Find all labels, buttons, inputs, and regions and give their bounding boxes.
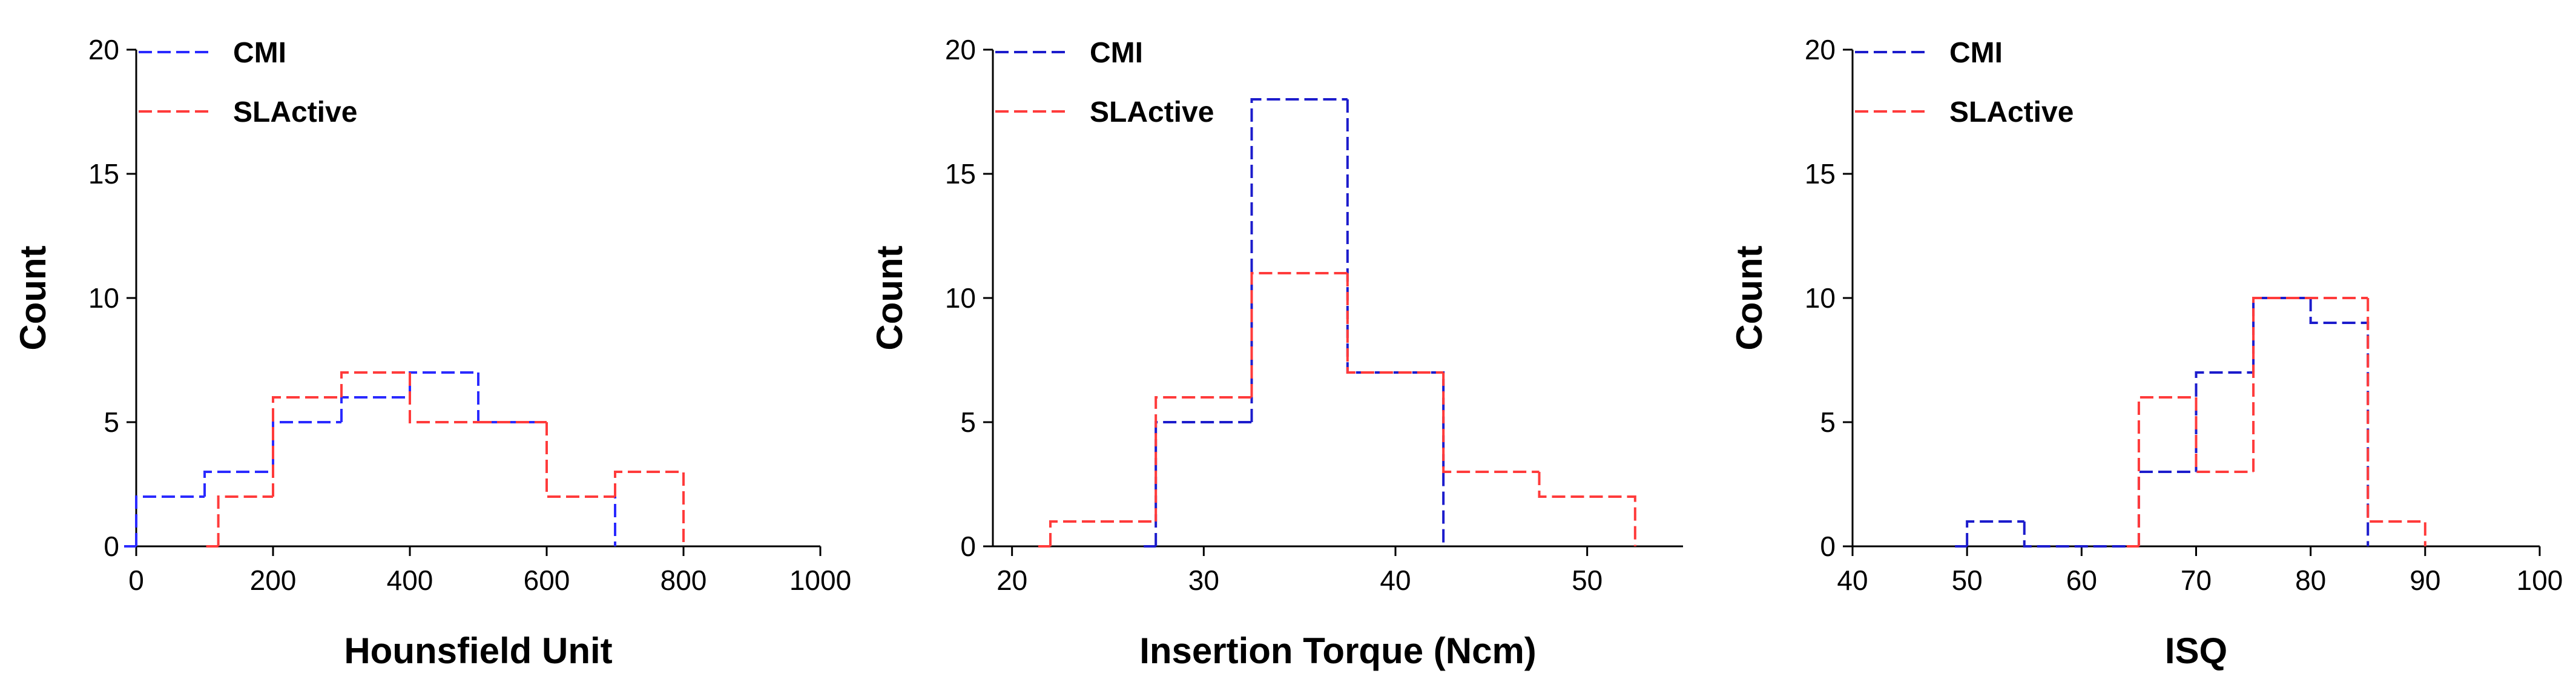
x-axis-label: Insertion Torque (Ncm) — [1139, 631, 1537, 671]
x-tick-label: 70 — [2181, 564, 2212, 596]
y-axis-label: Count — [1729, 245, 1770, 350]
histogram-bin-slactive — [614, 471, 685, 546]
y-tick-label: 5 — [1820, 406, 1836, 438]
legend-label-slactive: SLActive — [233, 96, 357, 128]
histogram-bin-slactive — [1442, 372, 1540, 473]
x-tick-label: 80 — [2295, 564, 2326, 596]
y-tick-label: 0 — [960, 531, 976, 562]
histogram-bin-cmi — [1250, 98, 1348, 422]
x-axis-label: ISQ — [2165, 631, 2227, 671]
histogram-bin-cmi — [272, 421, 341, 472]
histogram-bin-cmi — [409, 371, 478, 397]
series-slactive — [206, 371, 685, 548]
histogram-bin-cmi — [203, 471, 273, 497]
y-tick-label: 20 — [1805, 34, 1836, 65]
y-tick-label: 5 — [104, 406, 119, 438]
legend-label-cmi: CMI — [233, 37, 286, 69]
histogram-bin-slactive — [272, 396, 341, 497]
x-axis-label: Hounsfield Unit — [344, 631, 612, 671]
x-tick-label: 400 — [387, 564, 433, 596]
x-tick-label: 90 — [2410, 564, 2440, 596]
series-slactive — [1038, 272, 1636, 548]
histogram-bin-slactive — [2252, 297, 2368, 472]
histogram-bin-slactive — [2195, 397, 2254, 473]
histogram-bin-cmi — [477, 372, 547, 423]
series-cmi — [1955, 297, 2370, 548]
histogram-bin-slactive — [2137, 396, 2196, 546]
histogram-bin-cmi — [2137, 471, 2196, 546]
y-tick-label: 10 — [88, 282, 119, 314]
histogram-bin-slactive — [409, 372, 478, 423]
histogram-bin-slactive — [1250, 272, 1348, 397]
y-tick-label: 0 — [1820, 531, 1836, 562]
histogram-bin-cmi — [1346, 99, 1445, 546]
x-tick-label: 600 — [524, 564, 570, 596]
y-tick-label: 20 — [945, 34, 976, 65]
histogram-bin-cmi — [2023, 521, 2139, 548]
x-tick-label: 60 — [2066, 564, 2097, 596]
chart-panel-3: 0 5 10 15 20 40 50 60 70 80 90 100 ISQ Count CMI SLActi… — [1729, 34, 2563, 671]
y-tick-label: 15 — [945, 158, 976, 190]
histogram-bin-cmi — [1966, 520, 2024, 546]
histogram-bin-cmi — [2195, 371, 2254, 472]
x-tick-label: 100 — [2517, 564, 2563, 596]
x-tick-label: 30 — [1188, 564, 1219, 596]
histogram-bin-slactive — [340, 371, 410, 397]
y-tick-label: 10 — [1805, 282, 1836, 314]
x-tick-label: 40 — [1380, 564, 1411, 596]
x-tick-label: 50 — [1572, 564, 1603, 596]
histogram-bin-slactive — [217, 495, 273, 546]
x-tick-label: 1000 — [789, 564, 851, 596]
histogram-bin-cmi — [1155, 421, 1252, 546]
y-axis-label: Count — [13, 245, 53, 350]
series-cmi — [1144, 98, 1445, 548]
x-tick-label: 0 — [128, 564, 144, 596]
x-tick-label: 800 — [660, 564, 707, 596]
histogram-bin-slactive — [1346, 273, 1444, 374]
histogram-bin-cmi — [545, 422, 616, 546]
histogram-bin-slactive — [545, 422, 615, 498]
y-tick-label: 15 — [1805, 158, 1836, 190]
series-cmi — [124, 371, 616, 548]
legend-label-cmi: CMI — [1090, 37, 1143, 69]
legend-label-slactive: SLActive — [1090, 96, 1214, 128]
chart-panel-2: 0 5 10 15 20 20 30 40 50 Insertion Torque (Ncm) Co… — [869, 34, 1683, 671]
histogram-bin-cmi — [340, 396, 410, 422]
histogram-bin-cmi — [135, 495, 205, 546]
histogram-bin-slactive — [1538, 472, 1636, 546]
x-tick-label: 200 — [250, 564, 297, 596]
y-tick-label: 5 — [960, 406, 976, 438]
legend-label-slactive: SLActive — [1949, 96, 2074, 128]
histogram-bin-slactive — [1155, 396, 1252, 521]
y-tick-label: 20 — [88, 34, 119, 65]
y-tick-label: 0 — [104, 531, 119, 562]
x-tick-label: 40 — [1837, 564, 1868, 596]
histogram-bin-cmi — [2252, 297, 2311, 372]
histogram-bin-cmi — [2309, 298, 2370, 546]
series-slactive — [2126, 297, 2426, 548]
x-tick-label: 50 — [1952, 564, 1983, 596]
histogram-bin-slactive — [1049, 520, 1156, 546]
y-tick-label: 10 — [945, 282, 976, 314]
y-axis-label: Count — [869, 245, 910, 350]
x-tick-label: 20 — [996, 564, 1027, 596]
y-tick-label: 15 — [88, 158, 119, 190]
legend-label-cmi: CMI — [1949, 37, 2003, 69]
histogram-bin-slactive — [2367, 298, 2426, 546]
